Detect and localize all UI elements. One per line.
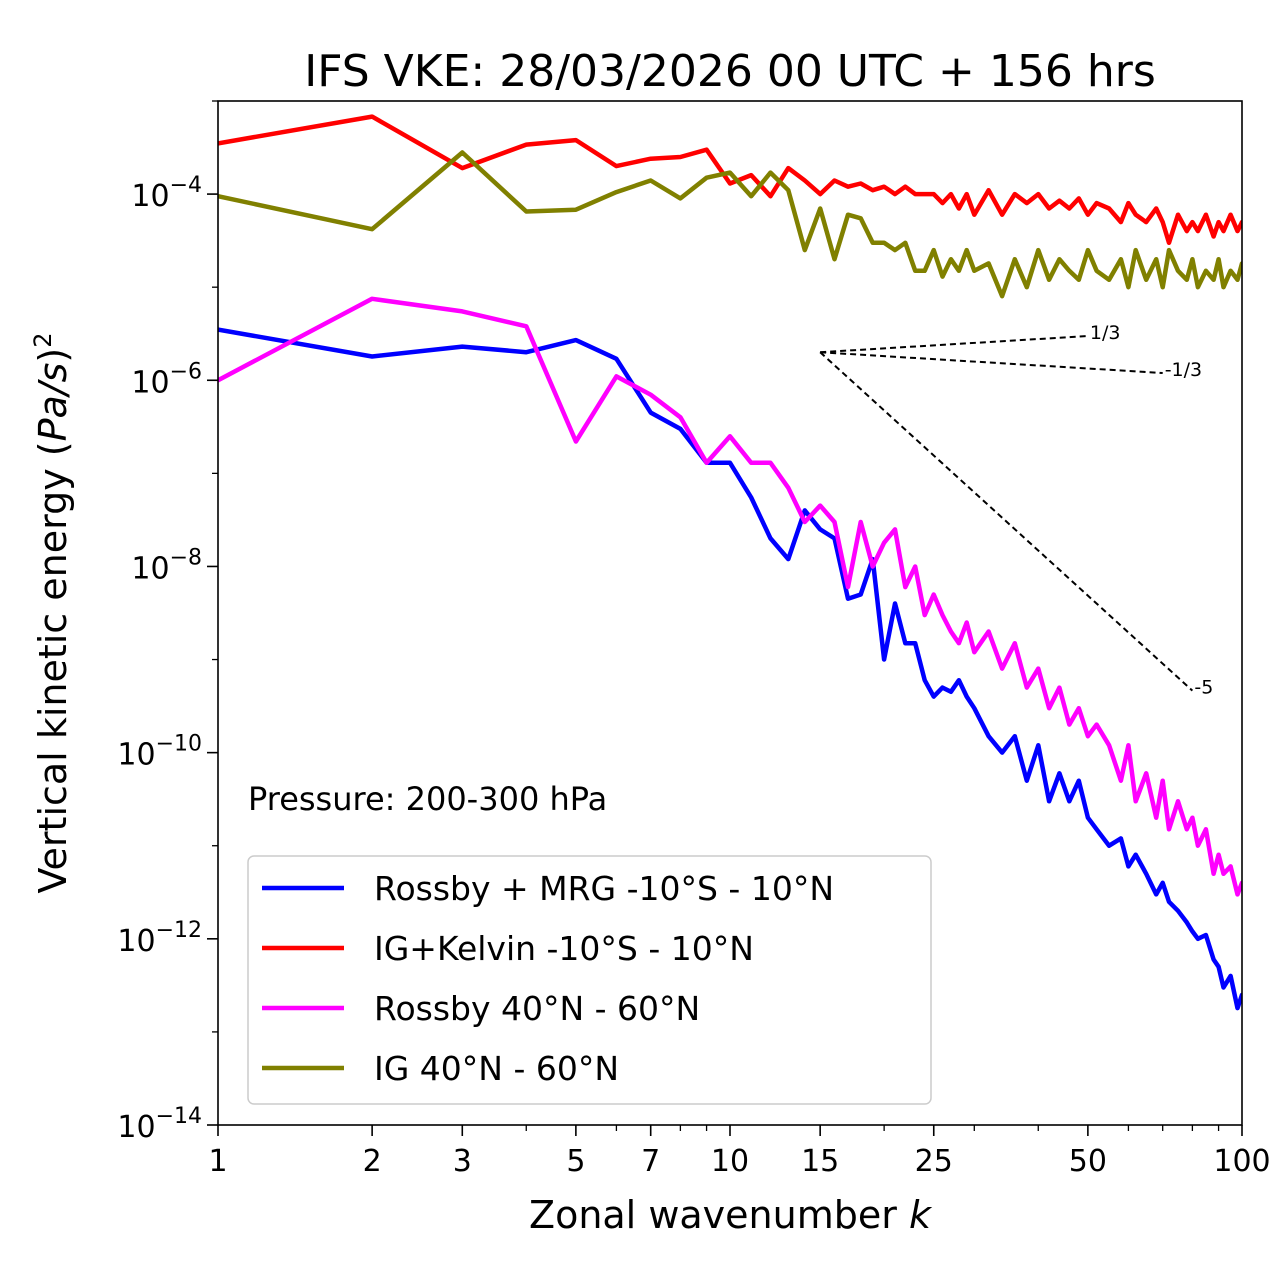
y-tick-label: 10−12: [117, 918, 202, 959]
y-axis-label: Vertical kinetic energy (Pa/s)2: [29, 332, 75, 893]
series-line-3: [218, 150, 1242, 299]
x-axis-ticks: 1 2 3 5 7 10 15 25 50 100: [208, 1125, 1271, 1179]
chart-title: IFS VKE: 28/03/2026 00 UTC + 156 hrs: [304, 46, 1156, 97]
reference-slope-line-1: [820, 351, 1163, 375]
x-tick-label: 100: [1213, 1144, 1270, 1179]
x-tick-label: 1: [208, 1144, 227, 1179]
series-layer: [218, 114, 1242, 1011]
x-tick-label: 50: [1069, 1144, 1107, 1179]
reference-slope-layer: 1/3 -1/3 -5: [819, 322, 1213, 699]
x-tick-label: 15: [801, 1144, 839, 1179]
reference-slope-label-0: 1/3: [1090, 322, 1121, 344]
y-tick-label: 10−4: [131, 173, 202, 214]
y-tick-label: 10−6: [131, 359, 202, 400]
legend-label-ig-midlat: IG 40°N - 60°N: [374, 1049, 619, 1088]
x-tick-label: 25: [915, 1144, 953, 1179]
x-tick-label: 2: [363, 1144, 382, 1179]
series-line-2: [218, 296, 1242, 897]
y-tick-label: 10−14: [117, 1104, 202, 1145]
legend-label-ig-kelvin: IG+Kelvin -10°S - 10°N: [374, 929, 754, 968]
y-tick-label: 10−10: [117, 732, 202, 773]
x-tick-label: 3: [453, 1144, 472, 1179]
legend: Rossby + MRG -10°S - 10°N IG+Kelvin -10°…: [247, 855, 932, 1105]
legend-box: [247, 855, 932, 1105]
reference-slope-line-2: [819, 351, 1194, 692]
series-line-0: [218, 327, 1242, 1011]
reference-slope-label-1: -1/3: [1165, 359, 1202, 381]
y-axis-ticks: 10−4 10−6 10−8 10−10 10−12 10−14: [117, 100, 218, 1145]
y-tick-label: 10−8: [131, 545, 202, 586]
legend-label-rossby-mrg: Rossby + MRG -10°S - 10°N: [374, 869, 834, 908]
pressure-annotation: Pressure: 200-300 hPa: [248, 780, 607, 818]
x-tick-label: 7: [641, 1144, 660, 1179]
reference-slope-label-2: -5: [1194, 677, 1213, 699]
legend-label-rossby-midlat: Rossby 40°N - 60°N: [374, 989, 700, 1028]
reference-slope-line-0: [820, 335, 1088, 354]
x-axis-label: Zonal wavenumber k: [529, 1193, 933, 1237]
x-tick-label: 10: [711, 1144, 749, 1179]
series-line-1: [218, 114, 1242, 246]
x-tick-label: 5: [566, 1144, 585, 1179]
